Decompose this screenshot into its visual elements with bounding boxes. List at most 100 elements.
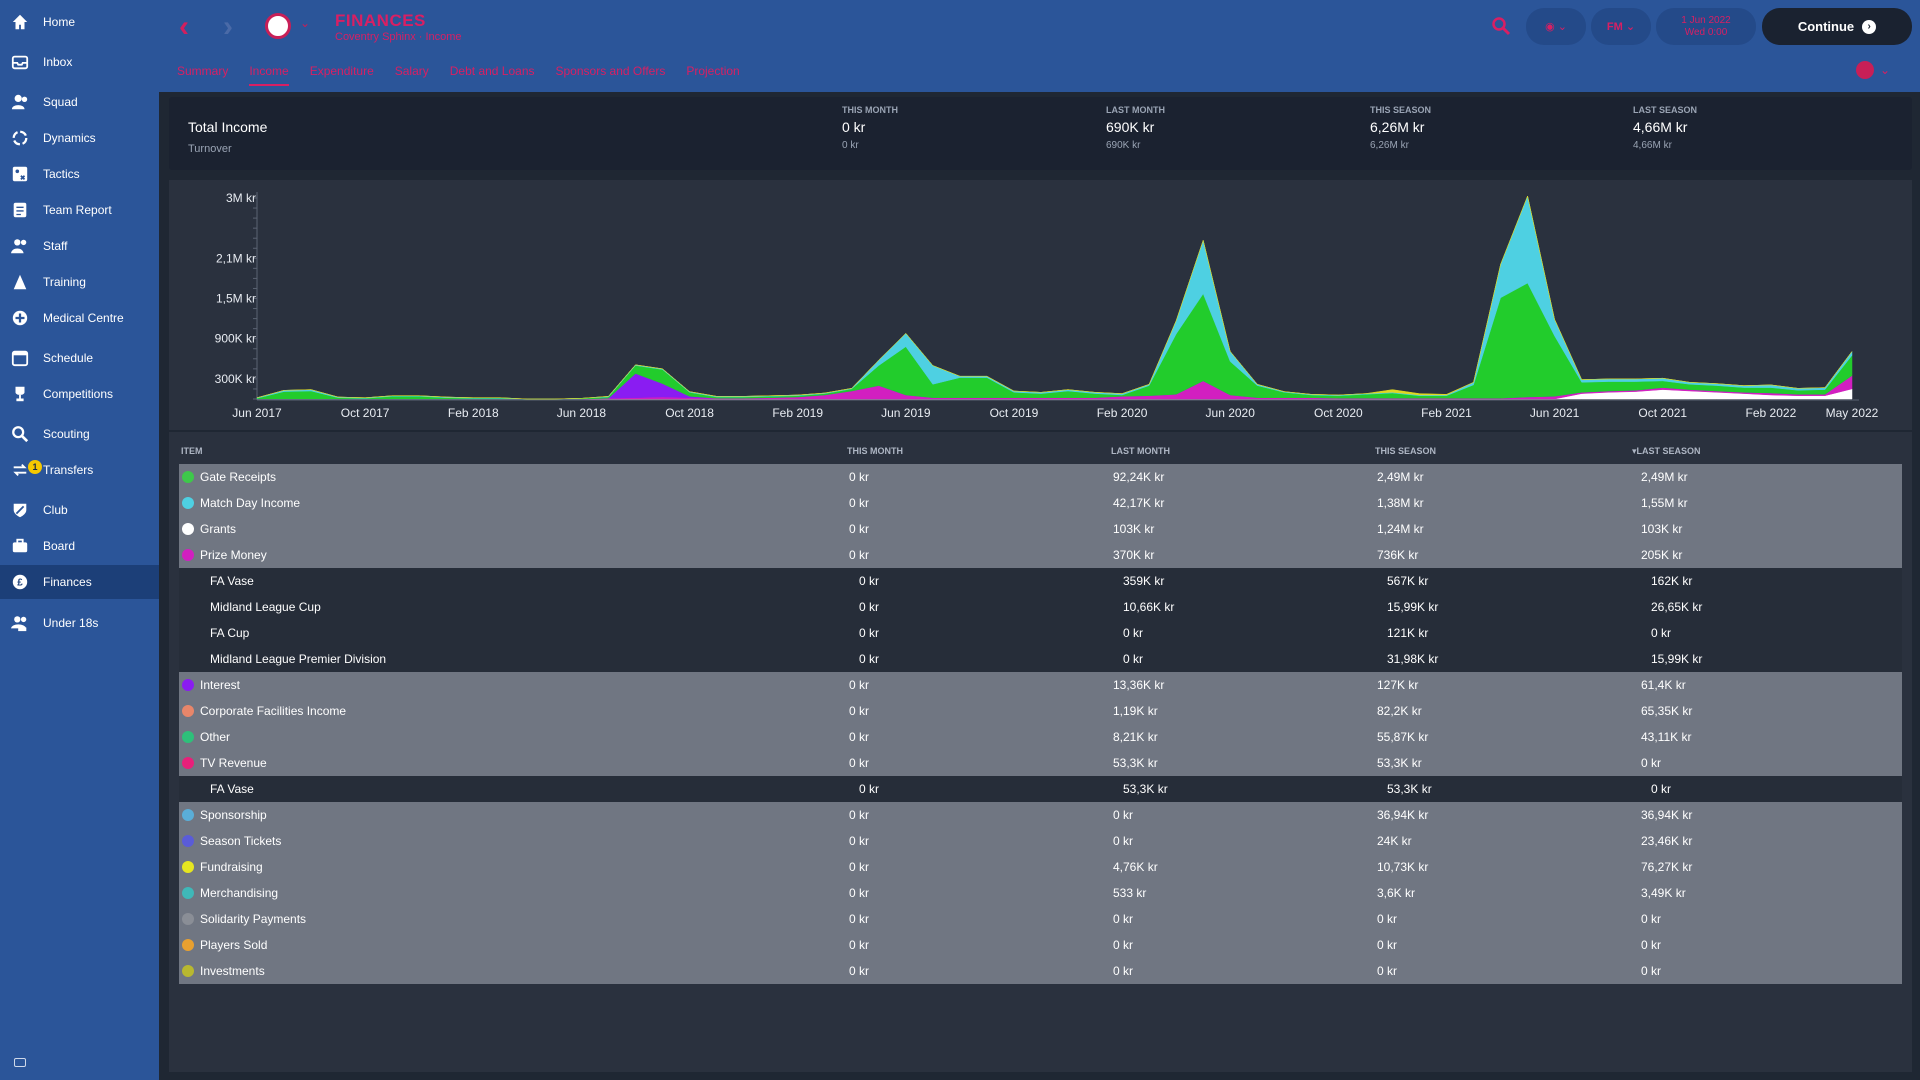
table-row[interactable]: Fundraising 0 kr 4,76K kr 10,73K kr 76,27K k… [179,854,1902,880]
cell-this-month: 0 kr [849,496,869,510]
nav-tactics[interactable]: Tactics [0,157,159,191]
x-tick-label: Oct 2018 [665,406,714,420]
table-row[interactable]: Gate Receipts 0 kr 92,24K kr 2,49M kr 2,49M … [179,464,1902,490]
nav-scouting[interactable]: Scouting [0,417,159,451]
summary-col-this-season: THIS SEASON 6,26M kr 6,26M kr [1370,105,1431,151]
cell-last-season: 162K kr [1651,574,1692,588]
nav-finances[interactable]: £ Finances [0,565,159,599]
inbox-icon [10,52,30,72]
cell-item: Midland League Cup [210,600,321,614]
table-row[interactable]: Merchandising 0 kr 533 kr 3,6K kr 3,49K kr [179,880,1902,906]
cell-last-month: 8,21K kr [1113,730,1158,744]
club-crest-icon[interactable] [265,13,291,39]
cell-last-month: 0 kr [1113,938,1133,952]
back-button[interactable]: ‹ [179,14,201,40]
tab-summary[interactable]: Summary [177,64,228,86]
cell-last-season: 61,4K kr [1641,678,1686,692]
table-row[interactable]: Corporate Facilities Income 0 kr 1,19K kr 8… [179,698,1902,724]
forward-button[interactable]: › [223,14,245,40]
table-row[interactable]: TV Revenue 0 kr 53,3K kr 53,3K kr 0 kr [179,750,1902,776]
table-subrow[interactable]: FA Vase 0 kr 53,3K kr 53,3K kr 0 kr [179,776,1902,802]
income-table-panel: ITEM THIS MONTH LAST MONTH THIS SEASON ▾… [169,432,1912,1072]
nav-transfers[interactable]: 1 Transfers [0,453,159,487]
tab-projection[interactable]: Projection [686,64,739,86]
cell-this-month: 0 kr [859,626,879,640]
y-tick-label: 300K kr [215,372,256,386]
nav-inbox[interactable]: Inbox [0,45,159,79]
cell-item: Investments [200,964,265,978]
nav-label: Tactics [43,167,80,181]
nav-label: Scouting [43,427,90,441]
nav-board[interactable]: Board [0,529,159,563]
tab-income[interactable]: Income [249,64,288,86]
table-row[interactable]: Other 0 kr 8,21K kr 55,87K kr 43,11K kr [179,724,1902,750]
view-icon [1856,61,1874,79]
cell-this-season: 3,6K kr [1377,886,1415,900]
cell-item: Corporate Facilities Income [200,704,346,718]
cell-item: Players Sold [200,938,267,952]
cell-this-season: 31,98K kr [1387,652,1438,666]
dynamics-icon [10,128,30,148]
col-head-last-month[interactable]: LAST MONTH [1111,446,1170,456]
view-options-button[interactable]: ⌄ [1856,58,1906,82]
col-head-last-season[interactable]: ▾LAST SEASON [1632,446,1701,457]
summary-col-value: 0 kr [842,119,898,135]
fm-logo: FM [1607,21,1623,33]
cell-this-season: 567K kr [1387,574,1428,588]
table-subrow[interactable]: Midland League Premier Division 0 kr 0 kr 3… [179,646,1902,672]
nav-label: Under 18s [43,616,98,630]
chart-series-area[interactable] [257,196,1852,399]
nav-club[interactable]: Club [0,493,159,527]
table-subrow[interactable]: Midland League Cup 0 kr 10,66K kr 15,99K kr… [179,594,1902,620]
nav-squad[interactable]: Squad [0,85,159,119]
cell-item: Midland League Premier Division [210,652,386,666]
cell-this-month: 0 kr [859,652,879,666]
cell-item: Gate Receipts [200,470,276,484]
cell-last-season: 0 kr [1651,782,1671,796]
globe-menu-button[interactable]: ◉ ⌄ [1526,8,1586,45]
table-row[interactable]: Investments 0 kr 0 kr 0 kr 0 kr [179,958,1902,984]
cell-last-month: 0 kr [1113,834,1133,848]
nav-dynamics[interactable]: Dynamics [0,121,159,155]
table-row[interactable]: Grants 0 kr 103K kr 1,24M kr 103K kr [179,516,1902,542]
nav-competitions[interactable]: Competitions [0,377,159,411]
tab-sponsors-and-offers[interactable]: Sponsors and Offers [556,64,666,86]
income-area-chart[interactable]: 3M kr 2,1M kr 1,5M kr 900K kr 300K kr Jun 201… [169,180,1912,430]
cell-item: Sponsorship [200,808,267,822]
table-subrow[interactable]: FA Vase 0 kr 359K kr 567K kr 162K kr [179,568,1902,594]
board-icon [10,536,30,556]
table-row[interactable]: Sponsorship 0 kr 0 kr 36,94K kr 36,94K kr [179,802,1902,828]
tab-expenditure[interactable]: Expenditure [310,64,374,86]
table-row[interactable]: Solidarity Payments 0 kr 0 kr 0 kr 0 kr [179,906,1902,932]
table-row[interactable]: Players Sold 0 kr 0 kr 0 kr 0 kr [179,932,1902,958]
nav-training[interactable]: Training [0,265,159,299]
table-row[interactable]: Prize Money 0 kr 370K kr 736K kr 205K kr [179,542,1902,568]
cell-this-season: 24K kr [1377,834,1412,848]
nav-medical-centre[interactable]: Medical Centre [0,301,159,335]
col-head-this-season[interactable]: THIS SEASON [1375,446,1436,456]
cell-this-month: 0 kr [859,782,879,796]
nav-schedule[interactable]: Schedule [0,341,159,375]
table-row[interactable]: Match Day Income 0 kr 42,17K kr 1,38M kr 1,5… [179,490,1902,516]
table-row[interactable]: Interest 0 kr 13,36K kr 127K kr 61,4K kr [179,672,1902,698]
nav-staff[interactable]: Staff [0,229,159,263]
continue-button[interactable]: Continue › [1762,8,1912,45]
nav-under-18s[interactable]: Under 18s [0,606,159,640]
tab-salary[interactable]: Salary [395,64,429,86]
table-subrow[interactable]: FA Cup 0 kr 0 kr 121K kr 0 kr [179,620,1902,646]
tab-bar: Summary Income Expenditure Salary Debt a… [177,64,761,86]
chevron-down-icon[interactable]: ⌄ [300,16,310,30]
keyboard-icon[interactable] [14,1058,26,1067]
table-row[interactable]: Season Tickets 0 kr 0 kr 24K kr 23,46K kr [179,828,1902,854]
tab-debt-and-loans[interactable]: Debt and Loans [450,64,535,86]
nav-team-report[interactable]: Team Report [0,193,159,227]
col-head-this-month[interactable]: THIS MONTH [847,446,903,456]
cell-this-season: 1,38M kr [1377,496,1424,510]
search-icon[interactable] [1491,16,1511,36]
col-head-item[interactable]: ITEM [181,446,203,456]
date-display[interactable]: 1 Jun 2022 Wed 0:00 [1656,8,1756,45]
nav-home[interactable]: Home [0,5,159,39]
fm-menu-button[interactable]: FM ⌄ [1591,8,1651,45]
legend-swatch-icon [182,471,194,483]
chart-series-area[interactable] [257,196,1852,399]
